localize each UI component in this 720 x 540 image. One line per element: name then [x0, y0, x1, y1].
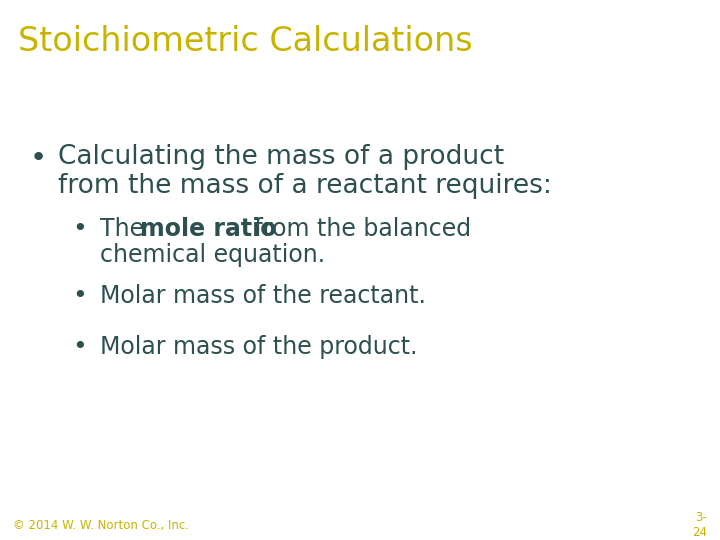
Text: •: •	[72, 335, 86, 359]
Text: Calculating the mass of a product: Calculating the mass of a product	[58, 144, 504, 170]
Text: chemical equation.: chemical equation.	[100, 243, 325, 267]
Text: 3-: 3-	[696, 511, 707, 524]
Text: Stoichiometric Calculations: Stoichiometric Calculations	[18, 25, 472, 58]
Text: mole ratio: mole ratio	[140, 217, 277, 241]
Text: •: •	[72, 217, 86, 241]
Text: © 2014 W. W. Norton Co., Inc.: © 2014 W. W. Norton Co., Inc.	[13, 518, 189, 532]
Text: The: The	[100, 217, 152, 241]
Text: •: •	[72, 284, 86, 308]
Text: Molar mass of the product.: Molar mass of the product.	[100, 335, 418, 359]
Text: •: •	[30, 144, 48, 172]
Text: Molar mass of the reactant.: Molar mass of the reactant.	[100, 284, 426, 308]
Text: from the mass of a reactant requires:: from the mass of a reactant requires:	[58, 173, 552, 199]
Text: 24: 24	[692, 526, 707, 539]
Text: from the balanced: from the balanced	[247, 217, 471, 241]
